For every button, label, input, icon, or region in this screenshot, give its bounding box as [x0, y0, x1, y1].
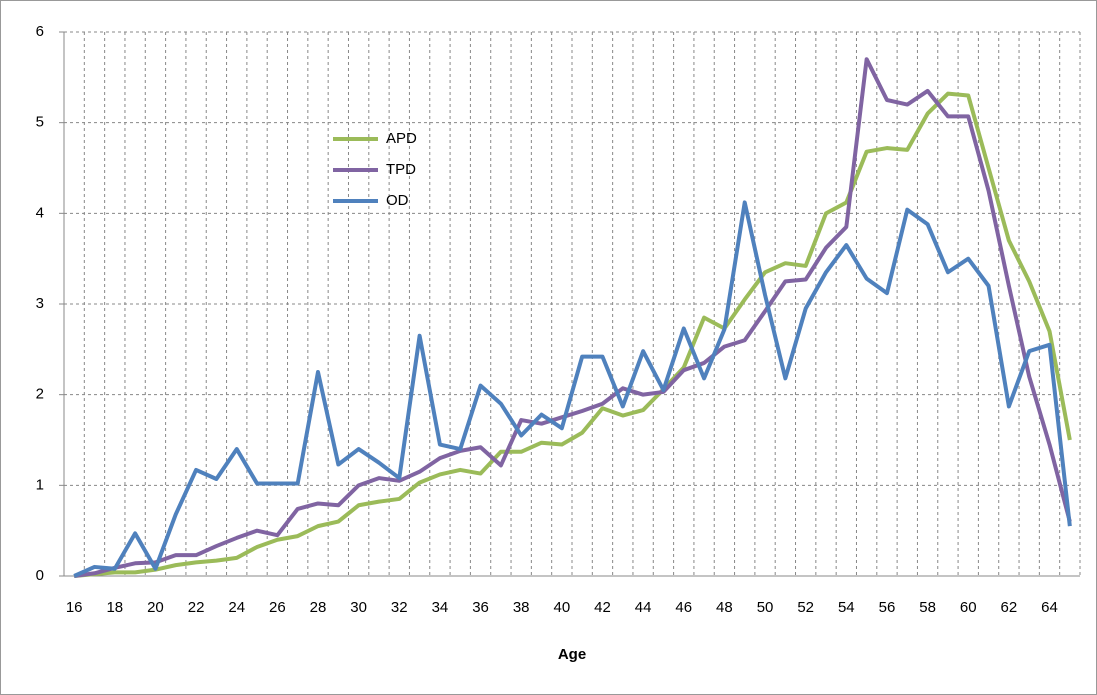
x-tick-label: 30: [350, 599, 367, 616]
series-line: [73, 91, 1072, 578]
x-tick-label: 40: [553, 599, 570, 616]
x-tick-label: 18: [106, 599, 123, 616]
legend-label: OD: [386, 192, 409, 209]
y-tick-label: 2: [36, 386, 44, 403]
x-tick-label: 58: [919, 599, 936, 616]
series-line: [73, 57, 1072, 578]
x-tick-label: 50: [757, 599, 774, 616]
x-tick-label: 24: [228, 599, 245, 616]
y-tick-label: 6: [36, 23, 44, 40]
x-tick-label: 28: [310, 599, 327, 616]
y-tick-label: 1: [36, 476, 44, 493]
x-tick-label: 22: [188, 599, 205, 616]
x-tick-label: 56: [879, 599, 896, 616]
x-tick-label: 46: [675, 599, 692, 616]
x-tick-label: 34: [432, 599, 449, 616]
x-tick-label: 64: [1041, 599, 1058, 616]
series-line: [73, 200, 1072, 578]
x-tick-label: 60: [960, 599, 977, 616]
x-tick-label: 38: [513, 599, 530, 616]
x-tick-label: 48: [716, 599, 733, 616]
y-tick-label: 4: [36, 204, 44, 221]
legend-label: TPD: [386, 161, 416, 178]
x-tick-label: 62: [1001, 599, 1018, 616]
x-tick-label: 44: [635, 599, 652, 616]
x-tick-label: 36: [472, 599, 489, 616]
x-tick-label: 16: [66, 599, 83, 616]
y-tick-label: 0: [36, 567, 44, 584]
x-tick-label: 42: [594, 599, 611, 616]
x-tick-label: 54: [838, 599, 855, 616]
legend-label: APD: [386, 130, 417, 147]
x-tick-label: 20: [147, 599, 164, 616]
x-axis-label: Age: [558, 646, 586, 663]
x-tick-label: 52: [797, 599, 814, 616]
x-tick-label: 32: [391, 599, 408, 616]
x-tick-label: 26: [269, 599, 286, 616]
y-tick-label: 5: [36, 114, 44, 131]
y-tick-label: 3: [36, 295, 44, 312]
